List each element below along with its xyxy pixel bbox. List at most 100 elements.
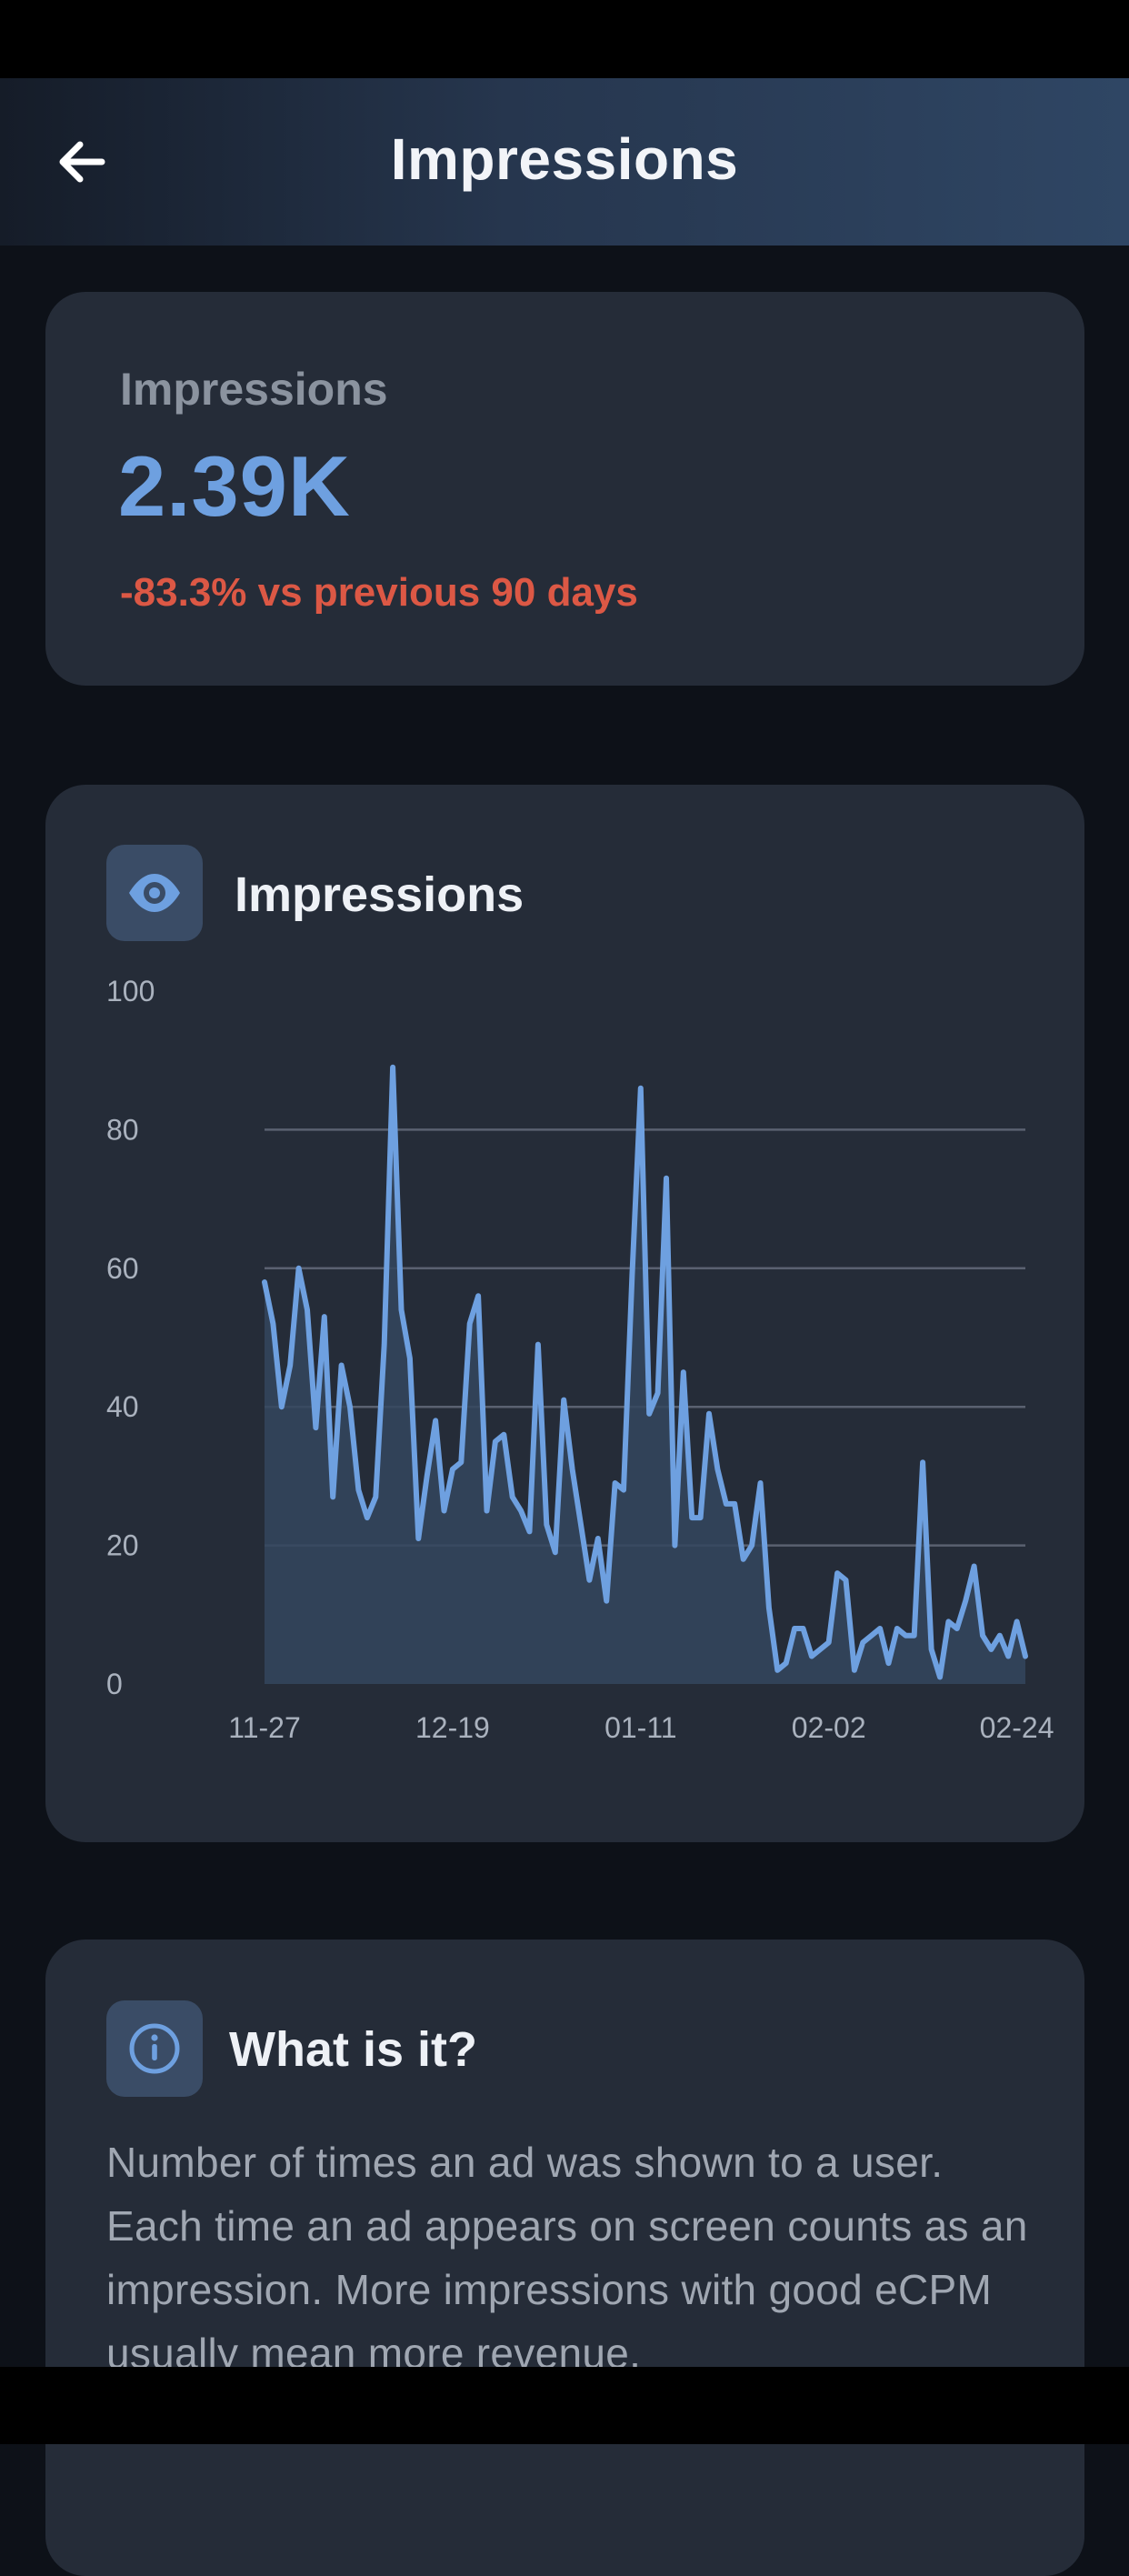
data-point: [435, 1419, 436, 1421]
data-point: [879, 1628, 881, 1629]
data-point: [460, 1461, 462, 1463]
y-tick-label: 0: [106, 1668, 123, 1700]
app-header: Impressions: [0, 78, 1129, 246]
data-point: [469, 1323, 471, 1325]
data-point: [572, 1468, 574, 1470]
data-point: [854, 1669, 855, 1671]
data-point: [324, 1316, 325, 1318]
data-point: [555, 1551, 556, 1553]
data-point: [588, 1579, 590, 1581]
chart-title: Impressions: [235, 867, 525, 922]
info-icon-box: [106, 2000, 203, 2097]
back-button[interactable]: [45, 125, 118, 198]
data-point: [1016, 1620, 1018, 1622]
data-point: [904, 1635, 906, 1637]
data-point: [417, 1538, 419, 1539]
data-point: [956, 1628, 958, 1629]
data-point: [444, 1510, 445, 1512]
data-point: [657, 1392, 659, 1394]
x-tick-label: 11-27: [228, 1711, 300, 1744]
data-point: [477, 1295, 479, 1297]
data-point: [828, 1641, 830, 1643]
data-point: [614, 1482, 616, 1484]
data-point: [563, 1399, 564, 1401]
page-title: Impressions: [390, 126, 739, 192]
data-point: [597, 1538, 599, 1539]
data-point: [836, 1572, 838, 1574]
series-line: [262, 1064, 1028, 1680]
info-card: What is it? Number of times an ad was sh…: [45, 1940, 1084, 2576]
data-point: [486, 1510, 488, 1512]
y-tick-label: 40: [106, 1390, 139, 1423]
status-bar: [0, 0, 1129, 78]
data-point: [768, 1607, 770, 1609]
data-point: [341, 1365, 343, 1367]
data-point: [700, 1517, 702, 1519]
summary-value: 2.39K: [118, 438, 351, 534]
data-point: [939, 1676, 941, 1678]
data-point: [743, 1559, 744, 1560]
info-title: What is it?: [229, 2022, 477, 2077]
data-point: [392, 1067, 394, 1068]
data-point: [580, 1524, 582, 1526]
data-point: [1024, 1656, 1026, 1658]
info-description: Number of times an ad was shown to a use…: [106, 2139, 1028, 2377]
data-point: [708, 1413, 710, 1415]
data-point: [734, 1503, 735, 1505]
data-point: [315, 1427, 316, 1428]
data-point: [871, 1635, 873, 1637]
chart-icon-box: [106, 845, 203, 941]
chart-card: Impressions 0 20 40 60 80 100 11-27 12-19 01-11 0…: [45, 785, 1084, 1842]
data-point: [409, 1358, 411, 1359]
data-point: [1007, 1656, 1009, 1658]
data-point: [512, 1496, 514, 1498]
data-point: [648, 1413, 650, 1415]
data-point: [947, 1620, 949, 1622]
data-point: [674, 1545, 675, 1547]
data-point: [426, 1475, 428, 1477]
data-point: [272, 1323, 274, 1325]
summary-label: Impressions: [120, 364, 388, 415]
data-point: [803, 1628, 804, 1629]
data-point: [819, 1649, 821, 1650]
data-point: [691, 1517, 693, 1519]
arrow-left-icon: [59, 141, 105, 183]
data-point: [401, 1309, 403, 1311]
data-point: [452, 1468, 454, 1470]
data-point: [964, 1600, 966, 1602]
data-point: [922, 1461, 924, 1463]
impressions-chart: 0 20 40 60 80 100 11-27 12-19 01-11 02-02 02-24: [106, 975, 1054, 1744]
data-point: [862, 1641, 864, 1643]
data-point: [999, 1635, 1001, 1637]
data-point: [289, 1365, 291, 1367]
data-point: [349, 1406, 351, 1408]
data-point: [845, 1579, 847, 1581]
data-point: [503, 1434, 505, 1436]
x-tick-label: 02-24: [980, 1711, 1054, 1744]
data-point: [495, 1440, 496, 1442]
data-point: [332, 1496, 334, 1498]
data-point: [914, 1635, 915, 1637]
data-point: [785, 1662, 787, 1664]
data-point: [640, 1088, 642, 1089]
data-point: [375, 1496, 376, 1498]
series-area: [265, 1067, 1025, 1684]
data-point: [896, 1628, 898, 1629]
y-tick-label: 80: [106, 1113, 139, 1146]
data-point: [811, 1656, 813, 1658]
data-point: [631, 1274, 633, 1276]
data-point: [520, 1510, 522, 1512]
data-point: [529, 1530, 531, 1532]
summary-change: -83.3% vs previous 90 days: [120, 570, 638, 615]
y-tick-label: 100: [106, 975, 155, 1007]
data-point: [888, 1662, 890, 1664]
data-point: [725, 1503, 727, 1505]
data-point: [990, 1649, 992, 1650]
data-point: [537, 1344, 539, 1346]
y-tick-label: 20: [106, 1529, 139, 1562]
data-point: [306, 1309, 308, 1311]
data-point: [776, 1669, 778, 1671]
data-point: [716, 1468, 718, 1470]
data-point: [298, 1268, 300, 1269]
eye-icon: [129, 874, 180, 912]
